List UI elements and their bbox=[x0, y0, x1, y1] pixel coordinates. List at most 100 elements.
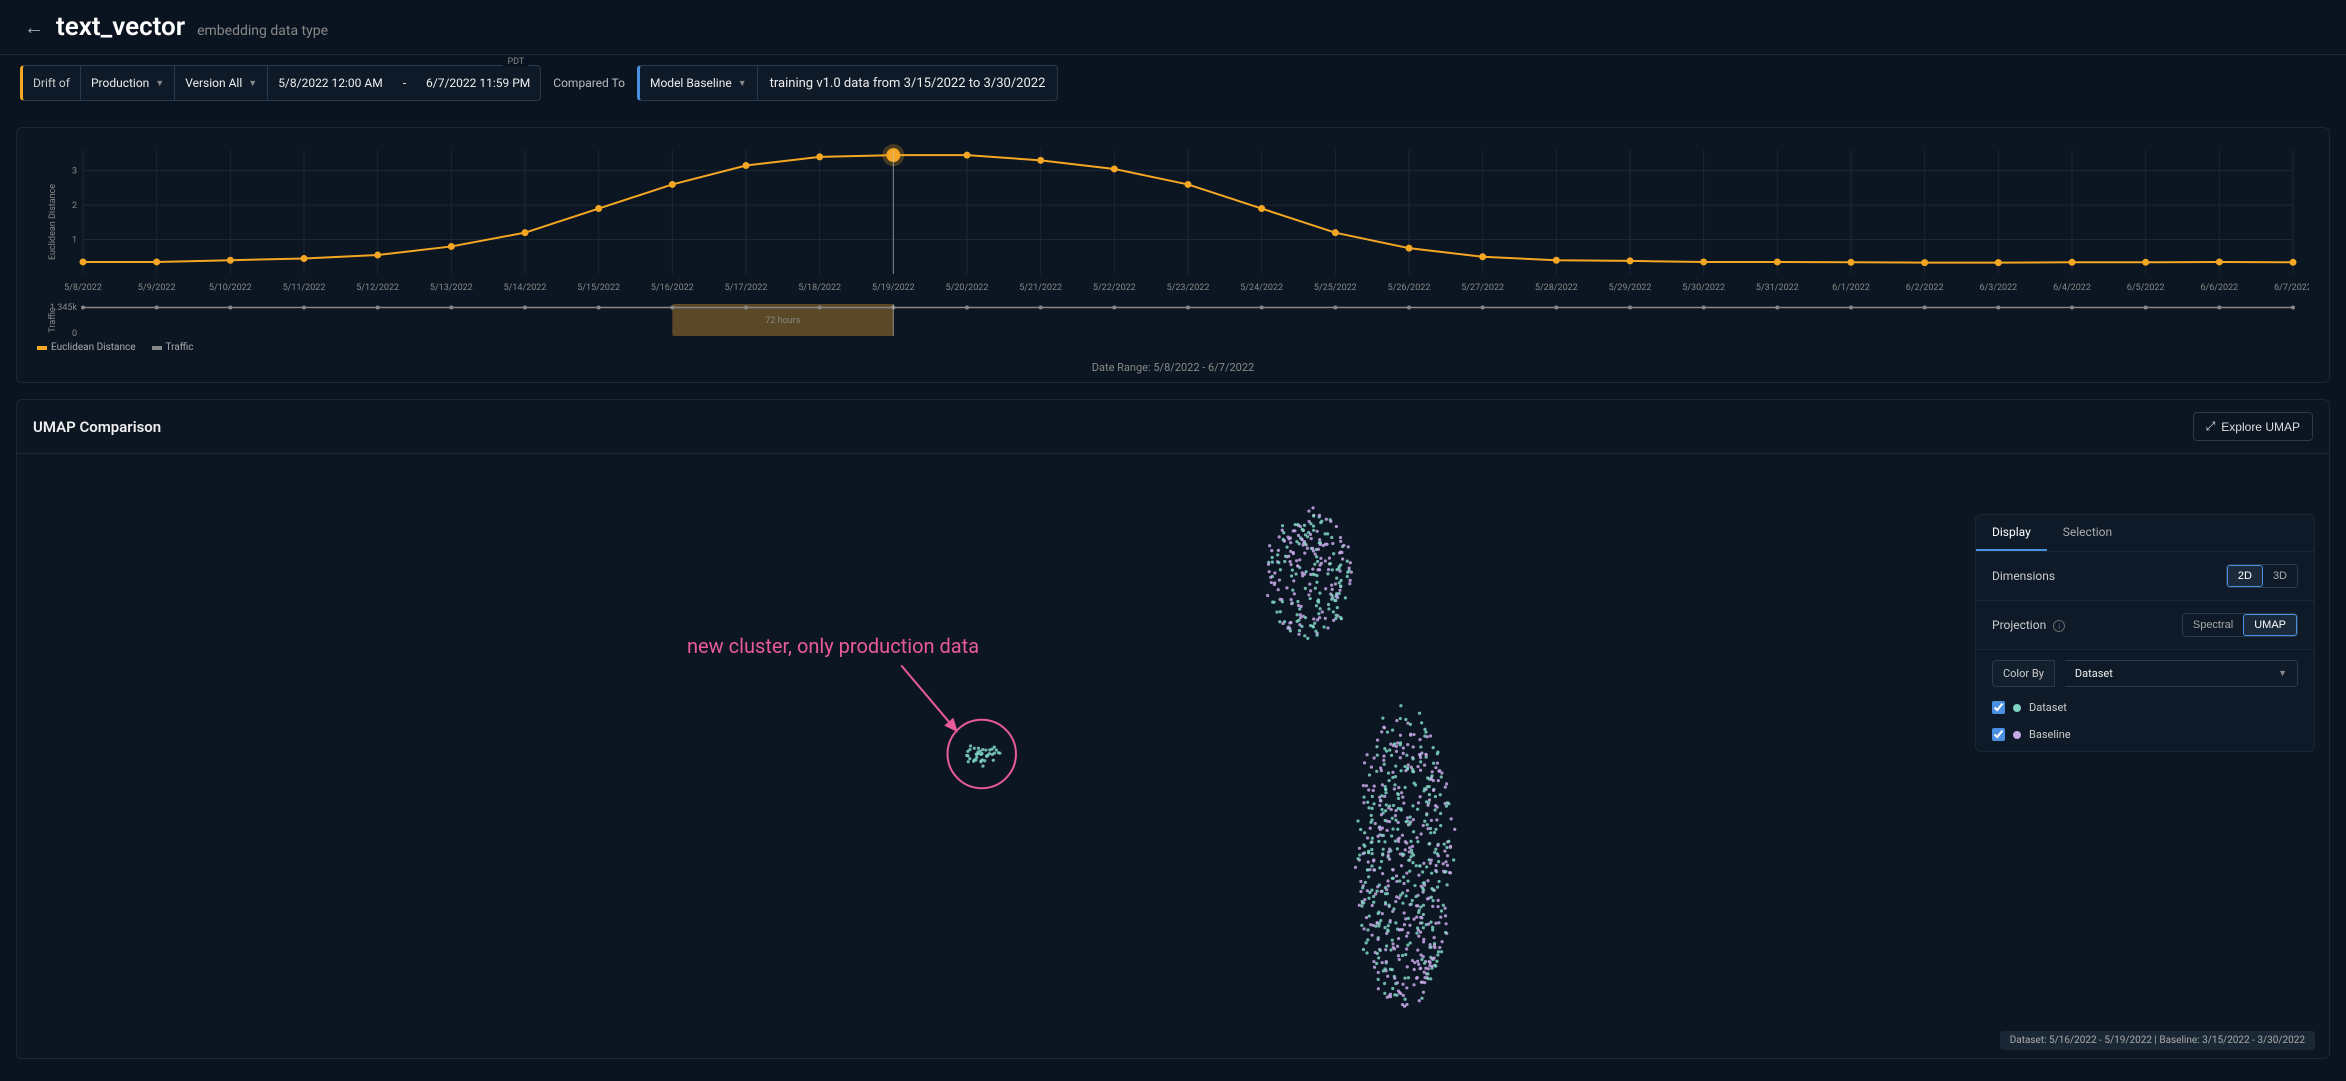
svg-text:5/17/2022: 5/17/2022 bbox=[725, 283, 768, 293]
projection-row: Projection i Spectral UMAP bbox=[1976, 601, 2314, 650]
dataset-footer-badge: Dataset: 5/16/2022 - 5/19/2022 | Baselin… bbox=[2000, 1031, 2315, 1050]
proj-umap-button[interactable]: UMAP bbox=[2243, 614, 2297, 636]
tab-selection[interactable]: Selection bbox=[2047, 515, 2128, 551]
svg-text:6/4/2022: 6/4/2022 bbox=[2053, 283, 2091, 293]
svg-text:5/20/2022: 5/20/2022 bbox=[946, 283, 989, 293]
svg-text:5/30/2022: 5/30/2022 bbox=[1682, 283, 1725, 293]
chevron-down-icon: ▼ bbox=[2278, 668, 2287, 679]
legend-label: Traffic bbox=[166, 342, 194, 353]
version-dropdown[interactable]: Version All ▼ bbox=[175, 66, 268, 100]
svg-text:1: 1 bbox=[72, 236, 77, 246]
projection-label: Projection i bbox=[1992, 618, 2065, 633]
dimensions-toggle: 2D 3D bbox=[2226, 564, 2298, 588]
svg-text:5/21/2022: 5/21/2022 bbox=[1019, 283, 1062, 293]
dimensions-row: Dimensions 2D 3D bbox=[1976, 552, 2314, 601]
dataset-checkbox[interactable] bbox=[1992, 701, 2005, 714]
svg-text:1.345k: 1.345k bbox=[50, 303, 78, 313]
compared-to-label: Compared To bbox=[549, 76, 629, 90]
color-by-section: Color By Dataset ▼ Dataset Baseline bbox=[1976, 650, 2314, 751]
baseline-filter-group: Model Baseline ▼ training v1.0 data from… bbox=[637, 65, 1058, 101]
page-title: text_vector bbox=[56, 12, 185, 42]
tab-display[interactable]: Display bbox=[1976, 515, 2047, 551]
date-range-text: Date Range: 5/8/2022 - 6/7/2022 bbox=[1092, 361, 1254, 374]
projection-label-text: Projection bbox=[1992, 618, 2046, 632]
projection-toggle: Spectral UMAP bbox=[2182, 613, 2298, 637]
environment-dropdown[interactable]: Production ▼ bbox=[81, 66, 175, 100]
color-by-dropdown[interactable]: Dataset ▼ bbox=[2065, 660, 2298, 687]
dimensions-label: Dimensions bbox=[1992, 569, 2055, 583]
svg-text:5/28/2022: 5/28/2022 bbox=[1535, 283, 1578, 293]
drift-filter-group: Drift of Production ▼ Version All ▼ 5/8/… bbox=[20, 65, 541, 101]
svg-text:6/7/2022: 6/7/2022 bbox=[2274, 283, 2309, 293]
svg-text:5/24/2022: 5/24/2022 bbox=[1240, 283, 1283, 293]
svg-text:5/23/2022: 5/23/2022 bbox=[1167, 283, 1210, 293]
date-from[interactable]: 5/8/2022 12:00 AM bbox=[268, 66, 393, 100]
svg-text:2: 2 bbox=[72, 201, 77, 211]
legend-swatch bbox=[37, 346, 47, 350]
series-color-dot bbox=[2013, 704, 2021, 712]
svg-text:5/25/2022: 5/25/2022 bbox=[1314, 283, 1357, 293]
svg-text:3: 3 bbox=[72, 167, 77, 177]
annotation-text: new cluster, only production data bbox=[687, 634, 979, 658]
page-header: ← text_vector embedding data type bbox=[0, 0, 2346, 55]
chevron-down-icon: ▼ bbox=[248, 78, 257, 89]
info-icon[interactable]: i bbox=[2053, 620, 2065, 632]
back-arrow-icon[interactable]: ← bbox=[24, 15, 44, 40]
dim-3d-button[interactable]: 3D bbox=[2263, 565, 2297, 587]
expand-icon: ⤢ bbox=[2206, 419, 2216, 434]
umap-body[interactable]: new cluster, only production data Datase… bbox=[17, 454, 2329, 1058]
svg-text:6/1/2022: 6/1/2022 bbox=[1832, 283, 1870, 293]
svg-text:6/2/2022: 6/2/2022 bbox=[1906, 283, 1944, 293]
explore-umap-label: Explore UMAP bbox=[2221, 420, 2300, 434]
chevron-down-icon: ▼ bbox=[155, 78, 164, 89]
dim-2d-button[interactable]: 2D bbox=[2227, 565, 2263, 587]
svg-text:5/31/2022: 5/31/2022 bbox=[1756, 283, 1799, 293]
svg-text:5/12/2022: 5/12/2022 bbox=[356, 283, 399, 293]
chevron-down-icon: ▼ bbox=[738, 78, 747, 89]
svg-text:5/11/2022: 5/11/2022 bbox=[283, 283, 326, 293]
filter-bar: Drift of Production ▼ Version All ▼ 5/8/… bbox=[0, 55, 2346, 111]
series-dataset-row: Dataset bbox=[1976, 697, 2314, 724]
svg-text:5/18/2022: 5/18/2022 bbox=[798, 283, 841, 293]
svg-text:5/19/2022: 5/19/2022 bbox=[872, 283, 915, 293]
drift-line-chart[interactable]: Euclidean Distance1235/8/20225/9/20225/1… bbox=[37, 142, 2309, 302]
chart-legend: Euclidean Distance Traffic bbox=[37, 342, 2309, 353]
timezone-tag: PDT bbox=[503, 57, 528, 67]
svg-text:72 hours: 72 hours bbox=[765, 316, 800, 326]
svg-text:6/5/2022: 6/5/2022 bbox=[2127, 283, 2165, 293]
explore-umap-button[interactable]: ⤢ Explore UMAP bbox=[2193, 412, 2313, 441]
baseline-dropdown[interactable]: Model Baseline ▼ bbox=[640, 66, 758, 100]
baseline-dropdown-value: Model Baseline bbox=[650, 76, 732, 90]
series-label: Baseline bbox=[2029, 728, 2071, 741]
svg-text:5/14/2022: 5/14/2022 bbox=[504, 283, 547, 293]
svg-text:6/6/2022: 6/6/2022 bbox=[2200, 283, 2238, 293]
traffic-chart[interactable]: Traffic1.345k072 hours bbox=[37, 302, 2309, 338]
svg-text:6/3/2022: 6/3/2022 bbox=[1979, 283, 2017, 293]
color-by-label: Color By bbox=[1992, 660, 2055, 687]
svg-text:5/16/2022: 5/16/2022 bbox=[651, 283, 694, 293]
series-color-dot bbox=[2013, 731, 2021, 739]
drift-of-label: Drift of bbox=[23, 66, 81, 100]
environment-value: Production bbox=[91, 76, 149, 90]
series-label: Dataset bbox=[2029, 701, 2067, 714]
proj-spectral-button[interactable]: Spectral bbox=[2183, 614, 2243, 636]
baseline-text: training v1.0 data from 3/15/2022 to 3/3… bbox=[758, 76, 1058, 91]
svg-text:5/10/2022: 5/10/2022 bbox=[209, 283, 252, 293]
svg-text:5/27/2022: 5/27/2022 bbox=[1461, 283, 1504, 293]
color-by-row: Color By Dataset ▼ bbox=[1976, 650, 2314, 697]
svg-text:0: 0 bbox=[72, 329, 77, 338]
series-baseline-row: Baseline bbox=[1976, 724, 2314, 751]
svg-text:5/26/2022: 5/26/2022 bbox=[1388, 283, 1431, 293]
svg-text:5/13/2022: 5/13/2022 bbox=[430, 283, 473, 293]
version-value: Version All bbox=[185, 76, 242, 90]
umap-title: UMAP Comparison bbox=[33, 418, 161, 436]
display-sidebar: Display Selection Dimensions 2D 3D Proje… bbox=[1975, 514, 2315, 752]
sidebar-tabs: Display Selection bbox=[1976, 515, 2314, 552]
baseline-checkbox[interactable] bbox=[1992, 728, 2005, 741]
legend-label: Euclidean Distance bbox=[51, 342, 136, 353]
date-sep: - bbox=[393, 66, 416, 100]
color-by-value: Dataset bbox=[2075, 667, 2113, 680]
umap-panel: UMAP Comparison ⤢ Explore UMAP new clust… bbox=[16, 399, 2330, 1059]
date-to[interactable]: 6/7/2022 11:59 PM bbox=[416, 66, 540, 100]
drift-chart-panel: Euclidean Distance1235/8/20225/9/20225/1… bbox=[16, 127, 2330, 383]
